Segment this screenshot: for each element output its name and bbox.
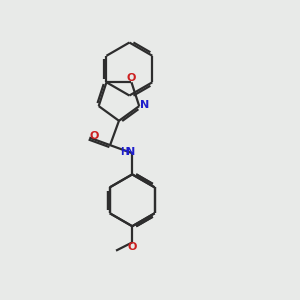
Text: N: N <box>140 100 149 110</box>
Text: O: O <box>128 242 137 252</box>
Text: O: O <box>90 131 99 141</box>
Text: O: O <box>127 73 136 83</box>
Text: N: N <box>126 147 135 157</box>
Text: H: H <box>120 147 128 157</box>
